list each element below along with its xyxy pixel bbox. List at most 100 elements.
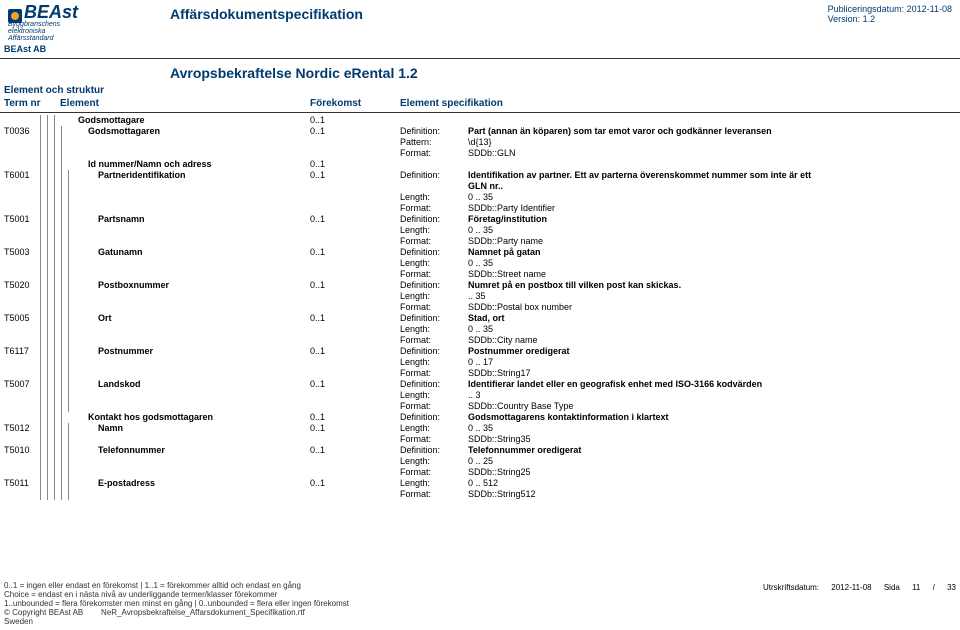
tree-lines [40, 225, 75, 236]
element-name: Ort [98, 313, 112, 324]
spec-value: Telefonnummer oredigerat [468, 445, 954, 456]
table-row: Format:SDDb::City name [0, 335, 960, 346]
tree-lines [40, 423, 75, 434]
table-row: Length:0 .. 35 [0, 324, 960, 335]
print-label: Utrskriftsdatum: [763, 583, 819, 592]
tree-lines [40, 357, 75, 368]
spec-key: Length: [400, 258, 430, 269]
table-row: Godsmottagare0..1 [0, 115, 960, 126]
column-header-row: Term nr Element Förekomst Element specif… [0, 98, 960, 113]
occurrence: 0..1 [310, 280, 325, 291]
term-number: T6001 [4, 170, 40, 181]
footer-line-5: Sweden [4, 617, 956, 626]
term-number: T5005 [4, 313, 40, 324]
occurrence: 0..1 [310, 423, 325, 434]
tree-lines [40, 258, 75, 269]
spec-key: Format: [400, 302, 431, 313]
spec-key: Pattern: [400, 137, 432, 148]
spec-key: Definition: [400, 247, 440, 258]
tree-lines [40, 489, 75, 500]
table-row: Id nummer/Namn och adress0..1 [0, 159, 960, 170]
tree-lines [40, 137, 68, 148]
footer-filename: NeR_Avropsbekraftelse_Affarsdokument_Spe… [101, 608, 305, 617]
document-title: Affärsdokumentspecifikation [170, 6, 363, 22]
tree-lines [40, 467, 75, 478]
spec-key: Format: [400, 434, 431, 445]
element-name: E-postadress [98, 478, 155, 489]
table-row: Kontakt hos godsmottagaren 0..1 Definition… [0, 412, 960, 423]
spec-value: \d{13} [468, 137, 954, 148]
table-row: Format:SDDb::Party name [0, 236, 960, 247]
spec-value: SDDb::Postal box number [468, 302, 954, 313]
logo-subtext: Byggbranschens elektroniska Affärsstanda… [8, 21, 88, 42]
spec-value: SDDb::String17 [468, 368, 954, 379]
spec-value: SDDb::String25 [468, 467, 954, 478]
page-header: BEAst Byggbranschens elektroniska Affärs… [0, 0, 960, 59]
spec-key: Length: [400, 192, 430, 203]
spec-key: Length: [400, 357, 430, 368]
table-row: Pattern: \d{13} [0, 137, 960, 148]
subtitle: Avropsbekraftelse Nordic eRental 1.2 [170, 65, 960, 81]
term-number: T5012 [4, 423, 40, 434]
term-number: T0036 [4, 126, 40, 137]
table-row: Length:0 .. 25 [0, 456, 960, 467]
print-date: 2012-11-08 [831, 583, 871, 592]
footer-copyright: © Copyright BEAst AB [4, 608, 83, 617]
tree-lines [40, 280, 75, 291]
col-termnr: Term nr [4, 98, 41, 109]
spec-value: 0 .. 35 [468, 423, 954, 434]
spec-key: Length: [400, 390, 430, 401]
spec-value: Företag/institution [468, 214, 954, 225]
publish-info: Publiceringsdatum: 2012-11-08 Version: 1… [828, 4, 952, 24]
publish-date: 2012-11-08 [907, 4, 952, 14]
occurrence: 0..1 [310, 159, 325, 170]
spec-value: GLN nr.. [468, 181, 954, 192]
spec-value: Postnummer oredigerat [468, 346, 954, 357]
spec-key: Length: [400, 478, 430, 489]
tree-lines [40, 478, 75, 489]
tree-lines [40, 126, 68, 137]
table-row: Format: SDDb::Postal box number [0, 302, 960, 313]
element-name: Kontakt hos godsmottagaren [88, 412, 213, 423]
spec-value: SDDb::String35 [468, 434, 954, 445]
term-number: T5001 [4, 214, 40, 225]
spec-key: Definition: [400, 412, 440, 423]
page-label: Sida [884, 583, 900, 592]
table-row: T6117Postnummer0..1Definition:Postnummer… [0, 346, 960, 357]
col-forekomst: Förekomst [310, 98, 361, 109]
table-row: T0036Godsmottagaren0..1Definition:Part (… [0, 126, 960, 137]
tree-lines [40, 379, 75, 390]
table-row: T5003Gatunamn0..1Definition:Namnet på ga… [0, 247, 960, 258]
logo: BEAst Byggbranschens elektroniska Affärs… [8, 2, 88, 42]
occurrence: 0..1 [310, 445, 325, 456]
spec-key: Length: [400, 423, 430, 434]
occurrence: 0..1 [310, 412, 325, 423]
company-name: BEAst AB [4, 44, 46, 54]
col-element: Element [60, 98, 99, 109]
tree-lines [40, 456, 75, 467]
term-number: T5007 [4, 379, 40, 390]
tree-lines [40, 291, 75, 302]
footer-line-3: 1..unbounded = flera förekomster men min… [4, 599, 956, 608]
term-number: T5020 [4, 280, 40, 291]
table-row: T5005Ort0..1Definition:Stad, ort [0, 313, 960, 324]
spec-value: 0 .. 25 [468, 456, 954, 467]
table-row: Length:0 .. 35 [0, 225, 960, 236]
spec-value: Identifierar landet eller en geografisk … [468, 379, 954, 390]
occurrence: 0..1 [310, 247, 325, 258]
tree-lines [40, 236, 75, 247]
table-row: Length:0 .. 35 [0, 192, 960, 203]
spec-value: SDDb::Country Base Type [468, 401, 954, 412]
term-number: T5011 [4, 478, 40, 489]
spec-key: Definition: [400, 445, 440, 456]
version-value: 1.2 [863, 14, 876, 24]
tree-lines [40, 170, 75, 181]
tree-lines [40, 368, 75, 379]
spec-key: Definition: [400, 346, 440, 357]
occurrence: 0..1 [310, 115, 325, 126]
logo-mark-icon [8, 9, 22, 23]
table-row: Length:.. 35 [0, 291, 960, 302]
section-heading: Element och struktur [4, 85, 960, 96]
col-spec: Element specifikation [400, 98, 503, 109]
spec-rows: Godsmottagare0..1T0036Godsmottagaren0..1… [0, 115, 960, 500]
